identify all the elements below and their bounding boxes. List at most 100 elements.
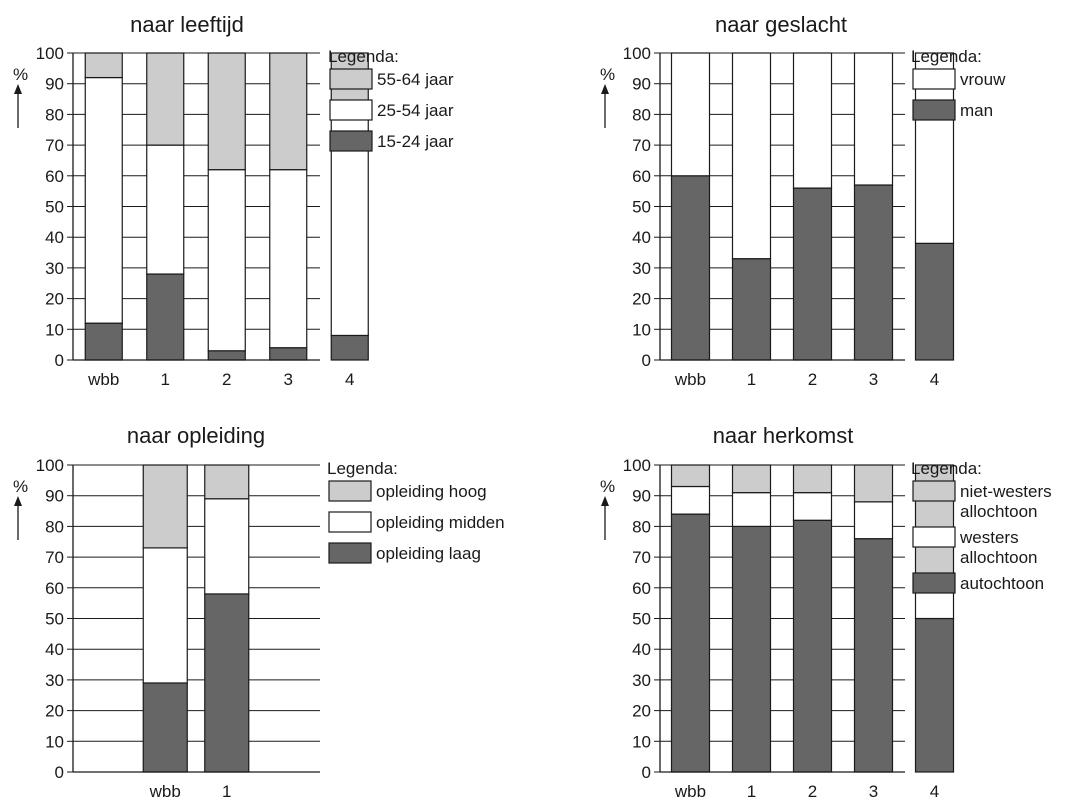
bar-segment (84, 76, 123, 324)
bar-segment (914, 242, 955, 361)
y-tick-label: 40 (632, 640, 651, 659)
legend-label: allochtoon (960, 548, 1038, 567)
y-tick-label: 90 (45, 487, 64, 506)
x-tick-label: 3 (869, 782, 878, 799)
y-tick-label: 70 (45, 548, 64, 567)
y-tick-label: 20 (632, 290, 651, 309)
x-tick-label: 3 (869, 370, 878, 389)
legend-title: Legenda: (911, 459, 982, 478)
bar-segment (146, 52, 185, 146)
bar-segment (670, 464, 711, 488)
y-tick-label: 90 (632, 75, 651, 94)
bar-segment (731, 464, 772, 494)
y-tick-label: 30 (632, 671, 651, 690)
x-tick-label: 2 (808, 370, 817, 389)
bar-segment (207, 350, 246, 361)
y-tick-label: 10 (45, 732, 64, 751)
y-axis-arrowhead (601, 84, 609, 94)
legend-swatch (912, 572, 956, 594)
y-tick-label: 60 (632, 167, 651, 186)
legend-swatch (328, 542, 372, 564)
y-tick-label: 40 (45, 640, 64, 659)
legend-title: Legenda: (911, 47, 982, 66)
y-tick-label: 60 (45, 167, 64, 186)
y-tick-label: 90 (632, 487, 651, 506)
y-axis-unit: % (600, 477, 615, 496)
bar-segment (269, 52, 308, 171)
bar-segment (84, 52, 123, 79)
legend: Legenda:niet-westersallochtoonwestersall… (911, 459, 1052, 594)
chart-title: naar leeftijd (130, 12, 244, 37)
x-tick-label: 4 (930, 782, 939, 799)
bar-segment (269, 169, 308, 349)
x-tick-label: wbb (674, 782, 706, 799)
y-tick-label: 20 (45, 702, 64, 721)
bar-segment (142, 547, 188, 684)
y-tick-label: 80 (632, 105, 651, 124)
chart-title: naar herkomst (713, 423, 854, 448)
x-tick-label: 2 (808, 782, 817, 799)
chart-panel-herkomst: naar herkomst% 0 10 20 30 40 50 60 70 80 90 100 wbb 1… (600, 423, 1052, 799)
legend-label: opleiding hoog (376, 482, 487, 501)
y-tick-label: 0 (642, 351, 651, 370)
x-tick-label: wbb (149, 782, 181, 799)
bar-segment (204, 498, 250, 595)
bar-segment (792, 492, 833, 521)
legend-label: 25-54 jaar (377, 101, 454, 120)
legend: Legenda: 55-64 jaar 25-54 jaar 15-24 jaar (328, 47, 454, 152)
legend-label: niet-westers (960, 482, 1052, 501)
bar-segment (204, 464, 250, 500)
x-tick-label: wbb (87, 370, 119, 389)
y-tick-label: 90 (45, 75, 64, 94)
legend: Legenda: vrouw man (911, 47, 1006, 121)
chart-title: naar opleiding (127, 423, 265, 448)
bar-segment (853, 501, 894, 540)
bar-segment (731, 492, 772, 528)
legend-label: vrouw (960, 70, 1006, 89)
y-tick-label: 80 (632, 517, 651, 536)
legend-label: allochtoon (960, 502, 1038, 521)
legend-title: Legenda: (327, 459, 398, 478)
y-tick-label: 50 (632, 610, 651, 629)
y-tick-label: 0 (55, 763, 64, 782)
y-tick-label: 100 (36, 456, 64, 475)
y-axis-unit: % (13, 477, 28, 496)
y-axis-unit: % (13, 65, 28, 84)
legend-label: 15-24 jaar (377, 132, 454, 151)
bar-segment (146, 273, 185, 361)
legend: Legenda: opleiding hoog opleiding midden op… (327, 459, 505, 564)
y-tick-label: 50 (45, 610, 64, 629)
y-axis-unit: % (600, 65, 615, 84)
bar-segment (207, 169, 246, 352)
x-tick-label: 1 (222, 782, 231, 799)
y-tick-label: 100 (36, 44, 64, 63)
legend-swatch (329, 130, 373, 152)
y-tick-label: 70 (632, 136, 651, 155)
y-tick-label: 10 (45, 320, 64, 339)
bar-segment (792, 464, 833, 494)
x-tick-label: 4 (345, 370, 354, 389)
y-tick-label: 70 (45, 136, 64, 155)
y-tick-label: 60 (45, 579, 64, 598)
y-tick-label: 0 (55, 351, 64, 370)
bar-segment (670, 513, 711, 773)
y-tick-label: 10 (632, 320, 651, 339)
bar-segment (146, 144, 185, 275)
bar-segment (269, 347, 308, 361)
y-tick-label: 30 (632, 259, 651, 278)
bar-segment (142, 682, 188, 773)
x-tick-label: 1 (161, 370, 170, 389)
bar-segment (670, 52, 711, 177)
y-tick-label: 50 (632, 198, 651, 217)
y-axis-arrowhead (14, 84, 22, 94)
bar-segment (330, 334, 369, 361)
bar-segment (731, 52, 772, 260)
y-tick-label: 100 (623, 456, 651, 475)
bar-segment (914, 617, 955, 773)
y-tick-label: 80 (45, 105, 64, 124)
x-tick-label: 2 (222, 370, 231, 389)
y-tick-label: 10 (632, 732, 651, 751)
chart-title: naar geslacht (715, 12, 847, 37)
bar-segment (731, 258, 772, 361)
